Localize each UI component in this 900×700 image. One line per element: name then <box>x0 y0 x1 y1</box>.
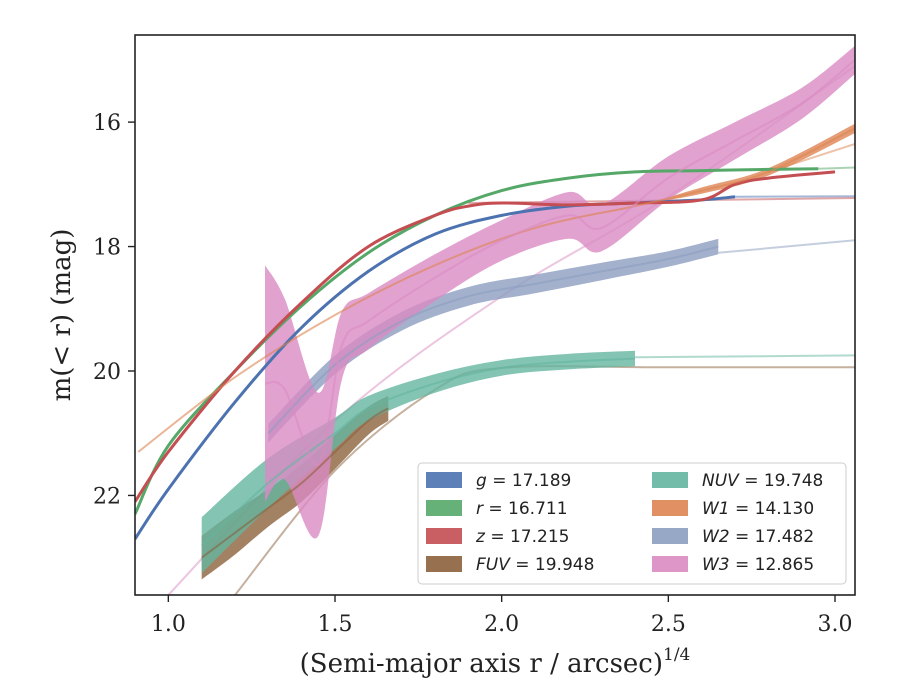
legend-entry-fuv: FUV = 19.948 <box>426 555 594 575</box>
x-axis-ticks: 1.0 1.5 2.0 2.5 3.0 <box>151 595 853 637</box>
legend-label: NUV = 19.748 <box>702 471 823 491</box>
legend-entry-w3: W3 = 12.865 <box>652 555 814 575</box>
legend-label: W3 = 12.865 <box>702 555 814 575</box>
series-line-w2 <box>267 245 719 434</box>
legend-label: W2 = 17.482 <box>702 527 814 547</box>
plot-frame <box>134 34 856 596</box>
x-axis-label: (Semi-major axis r / arcsec)1/4 <box>300 645 691 679</box>
legend-label: W1 = 14.130 <box>702 499 814 519</box>
legend-entry-g: g = 17.189 <box>426 471 571 491</box>
model-curve-w2 <box>718 239 855 254</box>
legend-swatch <box>652 472 688 488</box>
x-tick-label: 3.0 <box>818 612 853 637</box>
y-axis-ticks: 16 18 20 22 <box>93 111 135 509</box>
legend-swatch <box>426 500 462 516</box>
series-line-fuv <box>201 407 389 559</box>
x-tick-label: 1.0 <box>151 612 186 637</box>
legend-swatch <box>426 556 462 572</box>
model-curve-g <box>734 195 855 198</box>
series-line-w3 <box>264 59 855 466</box>
y-tick-label: 16 <box>93 111 121 136</box>
legend-entry-z: z = 17.215 <box>426 527 569 547</box>
x-tick-label: 2.0 <box>484 612 519 637</box>
x-axis-label-exponent: 1/4 <box>663 645 690 665</box>
model-curve-r <box>818 166 855 170</box>
legend-entry-r: r = 16.711 <box>426 499 568 519</box>
x-tick-label: 1.5 <box>318 612 353 637</box>
legend-box <box>417 462 847 585</box>
legend-entry-w2: W2 = 17.482 <box>652 527 814 547</box>
y-tick-label: 22 <box>93 484 121 509</box>
legend: g = 17.189 r = 16.711 z = 17.215 FUV = 19.9… <box>417 462 847 585</box>
legend-label: r = 16.711 <box>476 499 568 519</box>
data-lines <box>135 59 855 559</box>
legend-swatch <box>426 472 462 488</box>
legend-entry-w1: W1 = 14.130 <box>652 499 814 519</box>
y-axis-label: m(< r) (mag) <box>47 229 77 402</box>
legend-swatch <box>652 500 688 516</box>
y-tick-label: 18 <box>93 236 121 261</box>
legend-label: g = 17.189 <box>476 471 571 491</box>
legend-label: FUV = 19.948 <box>476 555 594 575</box>
legend-swatch <box>652 528 688 544</box>
legend-swatch <box>426 528 462 544</box>
y-tick-label: 20 <box>93 360 121 385</box>
legend-entry-nuv: NUV = 19.748 <box>652 471 823 491</box>
model-curve-nuv <box>634 354 855 359</box>
legend-swatch <box>652 556 688 572</box>
legend-label: z = 17.215 <box>475 527 569 547</box>
x-tick-label: 2.5 <box>651 612 686 637</box>
series-line-nuv <box>201 357 636 546</box>
series-line-z <box>135 170 836 503</box>
